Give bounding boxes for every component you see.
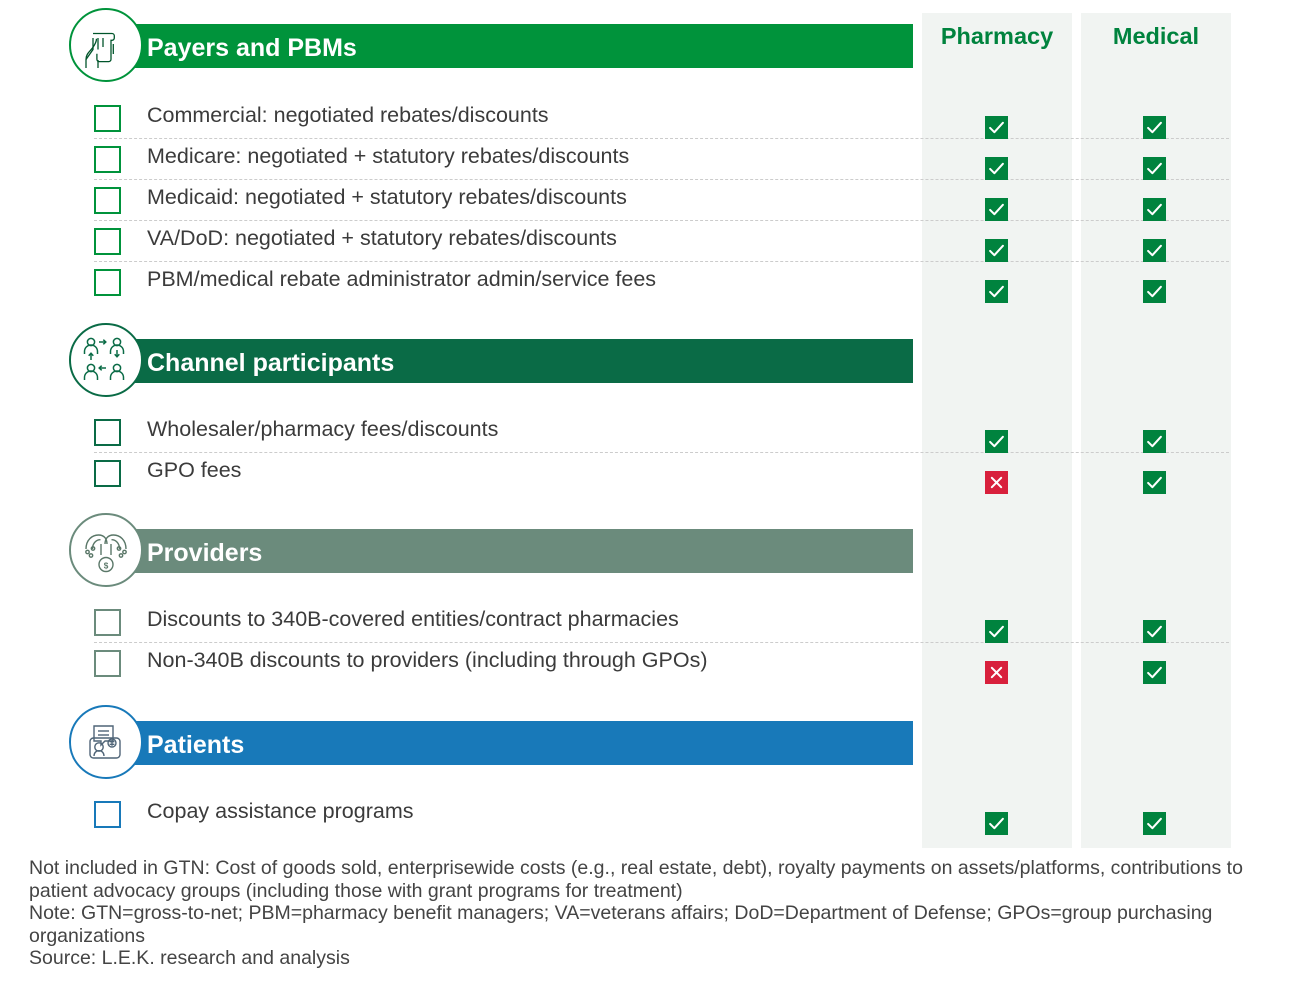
- svg-text:$: $: [104, 561, 109, 570]
